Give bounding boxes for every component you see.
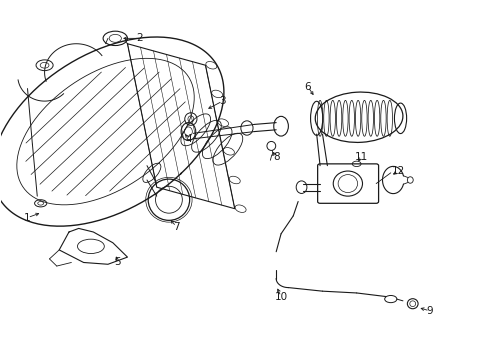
- Text: 5: 5: [114, 257, 121, 267]
- Text: 1: 1: [24, 213, 31, 222]
- Text: 4: 4: [185, 134, 191, 144]
- Text: 8: 8: [272, 152, 279, 162]
- Text: 12: 12: [391, 166, 404, 176]
- Text: 10: 10: [274, 292, 287, 302]
- Text: 11: 11: [354, 152, 367, 162]
- Text: 3: 3: [219, 96, 225, 106]
- Text: 9: 9: [426, 306, 432, 316]
- Text: 7: 7: [173, 222, 179, 231]
- Text: 6: 6: [304, 82, 310, 92]
- Text: 2: 2: [136, 33, 142, 43]
